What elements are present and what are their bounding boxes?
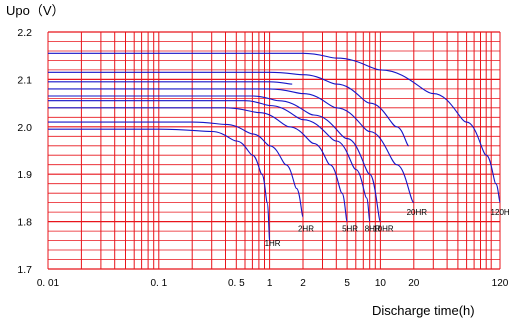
series-line-20hr xyxy=(48,88,415,204)
x-axis-label: Discharge time(h) xyxy=(372,303,475,318)
y-tick-label: 1.8 xyxy=(17,217,32,229)
series-line-1hr xyxy=(48,128,271,242)
x-tick-label: 5 xyxy=(344,278,350,289)
x-tick-label: 2 xyxy=(300,278,306,289)
series-label-5hr: 5HR xyxy=(342,225,358,234)
x-tick-label: 1 xyxy=(267,278,273,289)
series-lines xyxy=(47,52,501,242)
y-tick-label: 2.0 xyxy=(17,122,32,134)
series-line-8hr xyxy=(48,100,371,223)
series-line-unlabeled xyxy=(47,81,293,85)
grid xyxy=(47,31,501,270)
y-tick-labels: 2.2 2.1 2.0 1.9 1.8 1.7 xyxy=(17,27,32,276)
y-axis-label: Upo（V） xyxy=(6,3,65,18)
series-label-120hr: 120HR xyxy=(491,208,509,217)
y-tick-label: 1.7 xyxy=(17,264,32,276)
series-label-2hr: 2HR xyxy=(298,225,314,234)
series-label-10hr: 10HR xyxy=(373,225,394,234)
series-label-20hr: 20HR xyxy=(407,208,428,217)
x-tick-label: 0. 1 xyxy=(150,278,167,289)
x-tick-label: 120 xyxy=(492,278,509,289)
series-line-unlabeled xyxy=(47,71,410,147)
y-tick-label: 2.1 xyxy=(17,74,32,86)
x-tick-label: 20 xyxy=(408,278,420,289)
series-line-120hr xyxy=(48,52,501,204)
series-line-5hr xyxy=(48,107,348,223)
x-tick-label: 0. 5 xyxy=(228,278,245,289)
series-line-2hr xyxy=(48,121,304,218)
y-tick-label: 1.9 xyxy=(17,169,32,181)
x-tick-label: 0. 01 xyxy=(37,278,60,289)
x-tick-label: 10 xyxy=(375,278,387,289)
series-label-8hr: 8HR xyxy=(365,225,381,234)
y-tick-label: 2.2 xyxy=(17,27,32,39)
series-line-10hr xyxy=(47,95,381,223)
series-label-1hr: 1HR xyxy=(265,239,281,248)
x-tick-labels: 0. 01 0. 1 0. 5 1 2 5 10 20 120 xyxy=(37,278,509,289)
